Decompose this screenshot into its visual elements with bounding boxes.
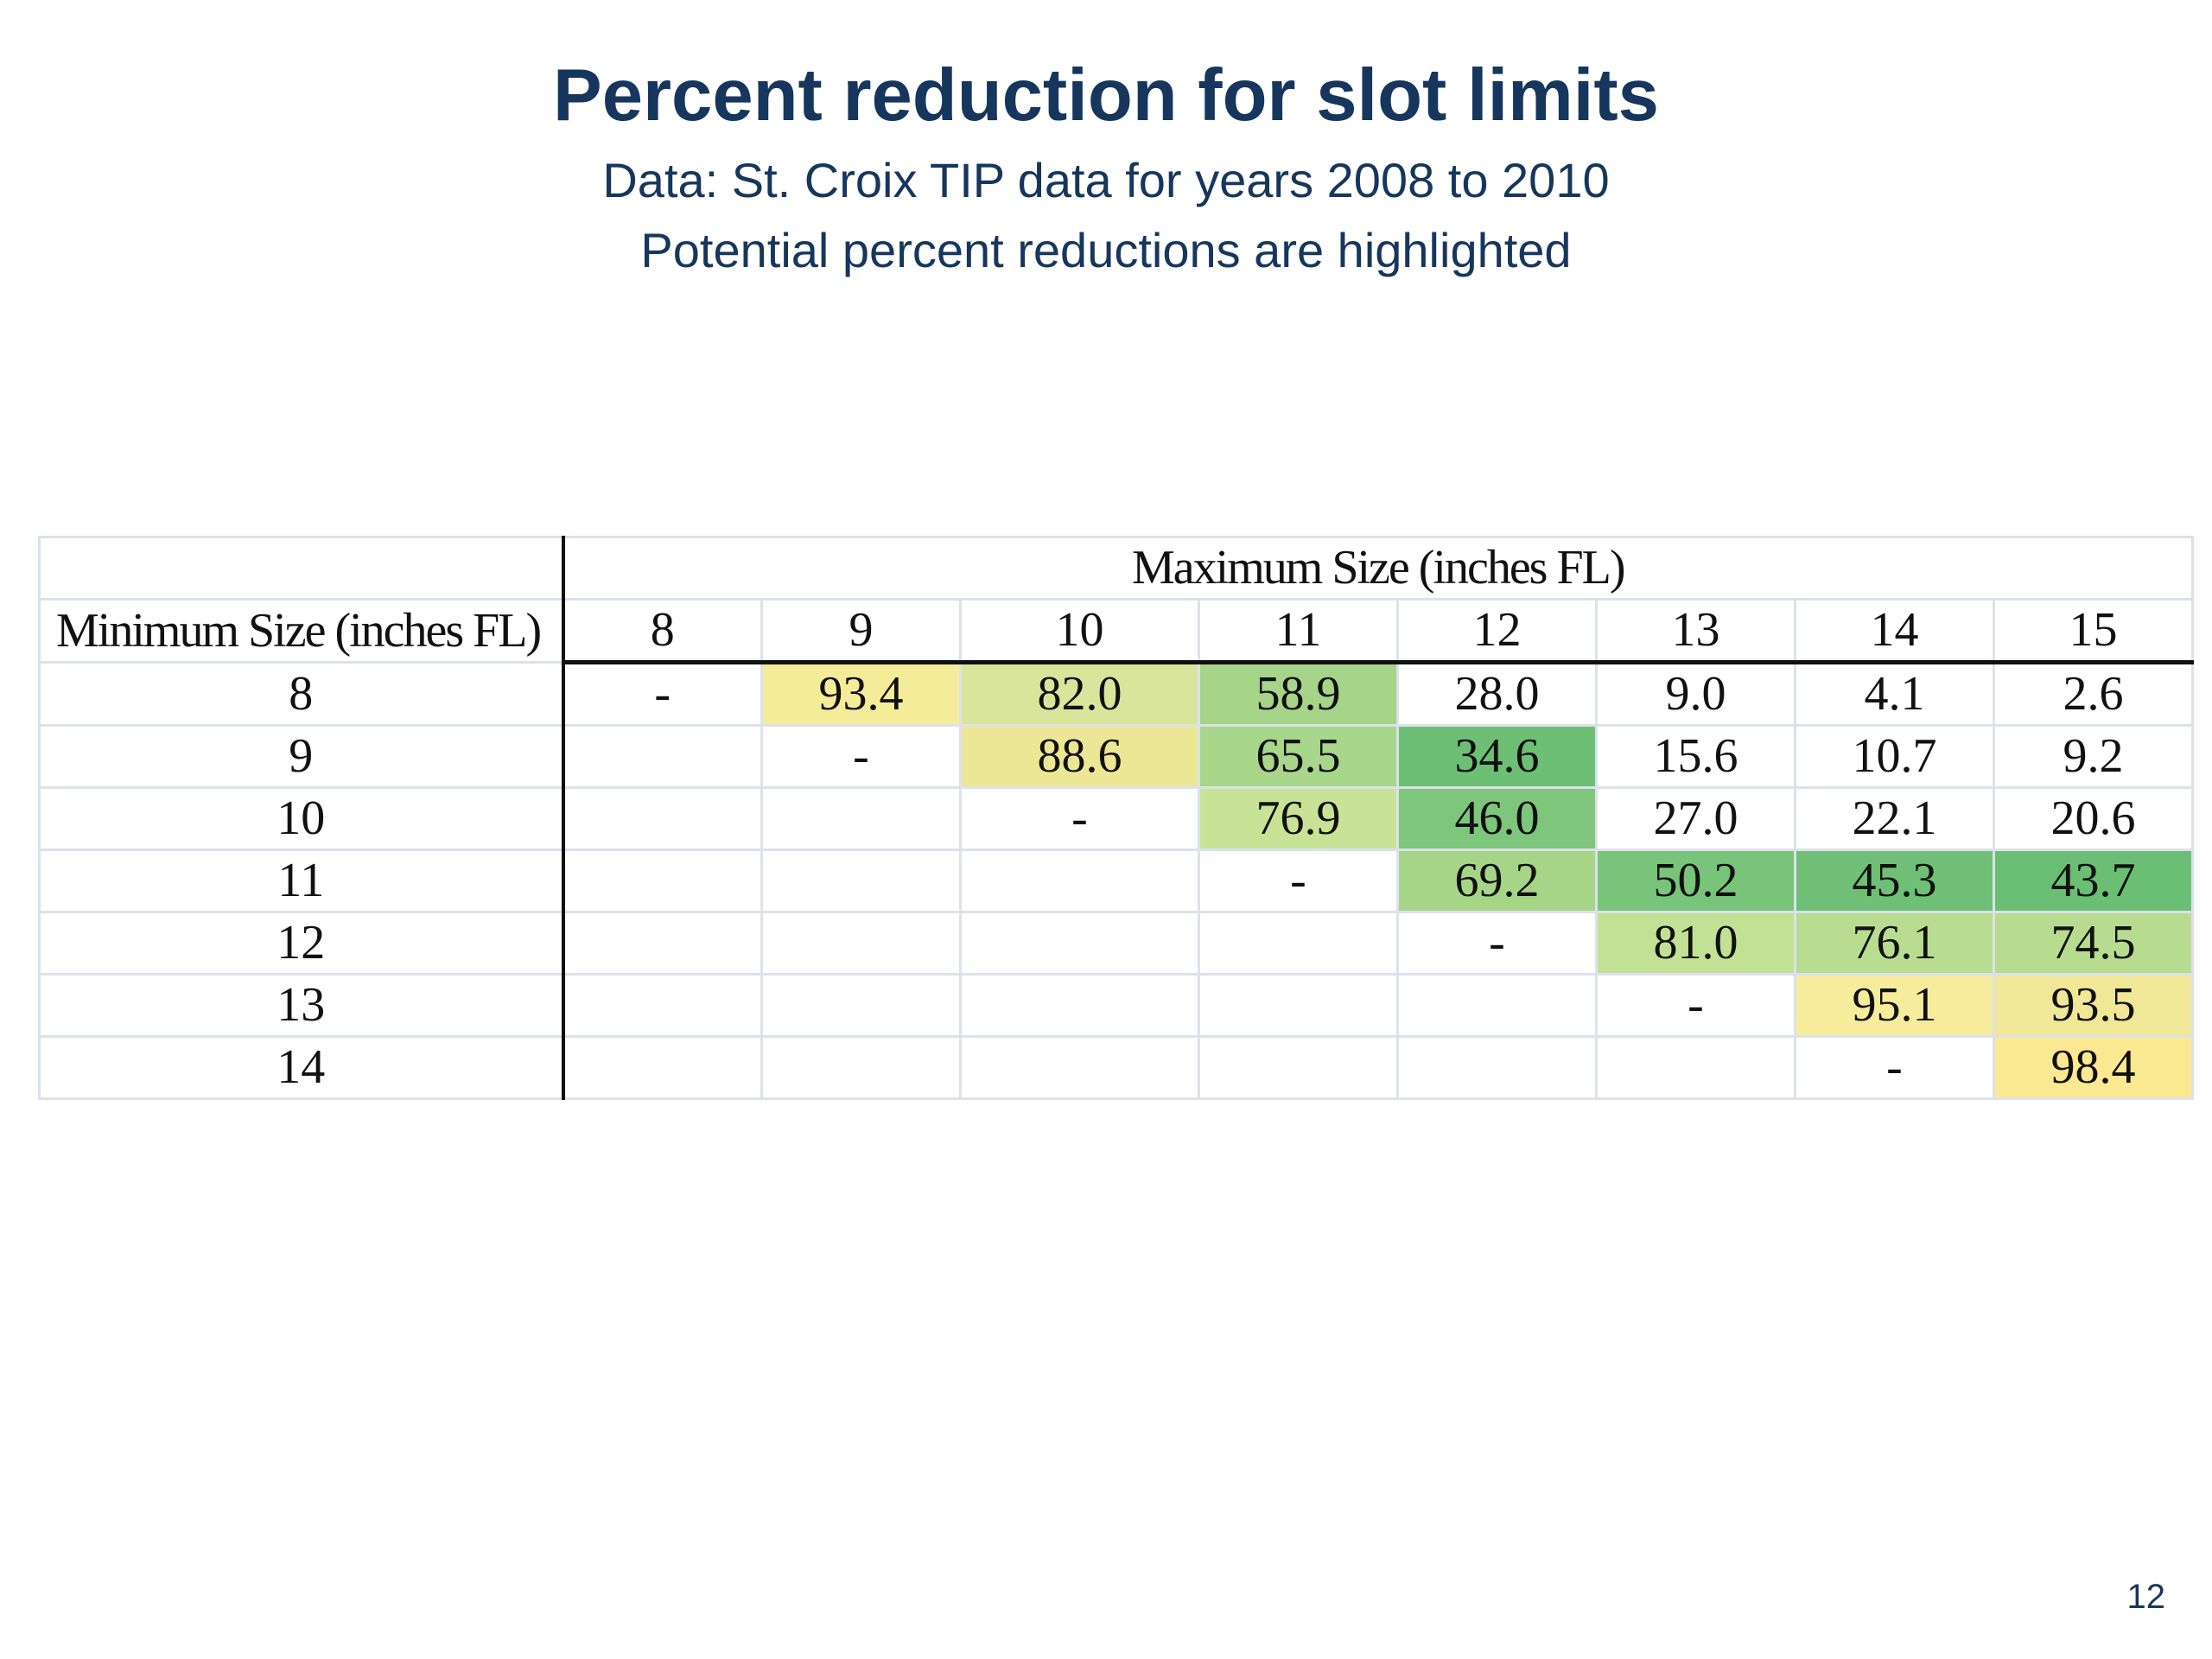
row-header: 11 — [38, 849, 565, 913]
table-cell — [959, 911, 1200, 976]
table-cell — [1595, 1035, 1796, 1100]
table-cell — [959, 1035, 1200, 1100]
table-row: 11 -69.2 50.2 45.3 43.7 — [38, 849, 2194, 913]
column-header: 12 — [1396, 598, 1598, 664]
table-cell — [1198, 1035, 1399, 1100]
table-cell: 46.0 — [1396, 786, 1598, 851]
column-header: 9 — [760, 598, 962, 664]
column-header: 15 — [1993, 598, 2194, 664]
table-cell — [760, 786, 962, 851]
max-size-header: Maximum Size (inches FL) — [562, 536, 2194, 601]
table-cell: 15.6 — [1595, 724, 1796, 789]
table-cell — [760, 973, 962, 1038]
table-cell: 93.5 — [1993, 973, 2194, 1038]
table-cell: 22.1 — [1794, 786, 1995, 851]
table-cell: - — [562, 661, 763, 727]
table-cell: 58.9 — [1198, 661, 1399, 727]
row-header: 8 — [38, 661, 565, 727]
table-cell: 93.4 — [760, 661, 962, 727]
column-header: 11 — [1198, 598, 1399, 664]
table-cell: 88.6 — [959, 724, 1200, 789]
table-cell: 95.1 — [1794, 973, 1995, 1038]
table-cell: 34.6 — [1396, 724, 1598, 789]
table-cell: - — [1595, 973, 1796, 1038]
table-cell — [959, 973, 1200, 1038]
table-row: 13 -95.1 93.5 — [38, 973, 2194, 1038]
table-cell — [562, 786, 763, 851]
table-cell: 74.5 — [1993, 911, 2194, 976]
header-blank-cell — [38, 536, 565, 601]
table-cell: 82.0 — [959, 661, 1200, 727]
table-cell: 65.5 — [1198, 724, 1399, 789]
table-cell: 9.0 — [1595, 661, 1796, 727]
table-row: 14 -98.4 — [38, 1035, 2194, 1100]
slide-subtitle-data-source: Data: St. Croix TIP data for years 2008 … — [602, 153, 1610, 207]
table-row: 8-93.4 82.0 58.9 28.0 9.0 4.1 2.6 — [38, 661, 2194, 727]
table-cell — [562, 973, 763, 1038]
table-cell — [1198, 911, 1399, 976]
column-header: 14 — [1794, 598, 1995, 664]
slide-subtitle-highlight-note: Potential percent reductions are highlig… — [640, 223, 1572, 277]
table-body: 8-93.4 82.0 58.9 28.0 9.0 4.1 2.6 9-88.6 65.5 34.… — [38, 661, 2194, 1100]
table-cell: 69.2 — [1396, 849, 1598, 913]
table-cell: 45.3 — [1794, 849, 1995, 913]
table-cell: 50.2 — [1595, 849, 1796, 913]
percent-reduction-table: Maximum Size (inches FL) Minimum Size (i… — [38, 536, 2194, 1100]
row-header: 10 — [38, 786, 565, 851]
column-header: 13 — [1595, 598, 1796, 664]
column-header-row: Minimum Size (inches FL) 8 9 10 11 12 13… — [38, 598, 2194, 664]
table-cell — [562, 849, 763, 913]
table-cell — [1396, 1035, 1598, 1100]
table-cell: 9.2 — [1993, 724, 2194, 789]
table-cell — [562, 724, 763, 789]
column-header: 8 — [562, 598, 763, 664]
table-cell: 43.7 — [1993, 849, 2194, 913]
table-cell — [760, 911, 962, 976]
table-cell — [1396, 973, 1598, 1038]
table-cell: 76.1 — [1794, 911, 1995, 976]
table-cell — [562, 1035, 763, 1100]
table-cell: 10.7 — [1794, 724, 1995, 789]
table-cell: 98.4 — [1993, 1035, 2194, 1100]
table-cell: 27.0 — [1595, 786, 1796, 851]
table-cell — [760, 1035, 962, 1100]
row-header: 13 — [38, 973, 565, 1038]
table-cell: - — [1794, 1035, 1995, 1100]
table-cell: 2.6 — [1993, 661, 2194, 727]
page-number: 12 — [2126, 1578, 2166, 1616]
min-size-header: Minimum Size (inches FL) — [38, 598, 565, 664]
max-size-header-row: Maximum Size (inches FL) — [38, 536, 2194, 601]
table-cell — [562, 911, 763, 976]
table-row: 12 -81.0 76.1 74.5 — [38, 911, 2194, 976]
table-cell — [1198, 973, 1399, 1038]
slide-title: Percent reduction for slot limits — [553, 54, 1659, 137]
table-cell — [760, 849, 962, 913]
table-cell — [959, 849, 1200, 913]
row-header: 14 — [38, 1035, 565, 1100]
table-row: 9 -88.6 65.5 34.6 15.6 10.7 9.2 — [38, 724, 2194, 789]
table-cell: 28.0 — [1396, 661, 1598, 727]
row-header: 9 — [38, 724, 565, 789]
table-cell: - — [760, 724, 962, 789]
table-cell: 4.1 — [1794, 661, 1995, 727]
column-header: 10 — [959, 598, 1200, 664]
table-row: 10 -76.9 46.0 27.0 22.1 20.6 — [38, 786, 2194, 851]
row-header: 12 — [38, 911, 565, 976]
table-cell: - — [1396, 911, 1598, 976]
table-cell: - — [959, 786, 1200, 851]
table-cell: 76.9 — [1198, 786, 1399, 851]
table-cell: 20.6 — [1993, 786, 2194, 851]
table-cell: 81.0 — [1595, 911, 1796, 976]
table-cell: - — [1198, 849, 1399, 913]
